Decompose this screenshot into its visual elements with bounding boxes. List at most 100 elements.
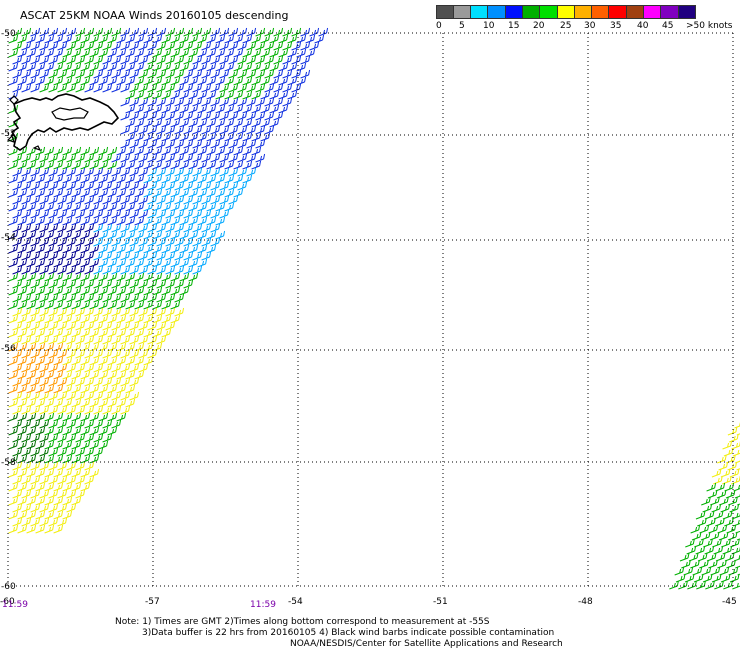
wind-barb	[161, 202, 172, 212]
wind-barb	[201, 97, 212, 107]
wind-barb	[53, 286, 64, 296]
wind-barb	[80, 188, 91, 198]
wind-barb	[102, 27, 113, 37]
wind-barb	[98, 188, 109, 198]
wind-barb	[120, 265, 131, 275]
wind-barb	[66, 209, 77, 219]
wind-barb	[62, 510, 73, 520]
wind-barb	[233, 174, 244, 184]
wind-barb	[84, 405, 95, 415]
wind-barb	[183, 167, 194, 177]
wind-barb	[62, 202, 73, 212]
wind-barb	[35, 48, 46, 58]
wind-barb	[71, 286, 82, 296]
wind-barb	[242, 132, 253, 142]
wind-barb	[35, 468, 46, 478]
wind-barb	[44, 272, 55, 282]
wind-barb	[89, 314, 100, 324]
wind-barb	[66, 391, 77, 401]
wind-barb	[53, 258, 64, 268]
wind-barb	[125, 34, 136, 44]
wind-barb	[102, 69, 113, 79]
legend-swatch	[522, 5, 541, 19]
wind-barb	[89, 286, 100, 296]
wind-barb	[183, 69, 194, 79]
wind-barb	[228, 83, 239, 93]
wind-barb	[75, 335, 86, 345]
wind-barb	[179, 160, 190, 170]
wind-barb	[138, 307, 149, 317]
wind-barb	[21, 405, 32, 415]
wind-barb	[111, 377, 122, 387]
wind-barb	[84, 237, 95, 247]
lon-label: -54	[288, 597, 303, 607]
wind-barb	[138, 181, 149, 191]
wind-barb	[695, 510, 706, 520]
wind-barb	[165, 237, 176, 247]
wind-barb	[165, 125, 176, 135]
wind-barb	[107, 62, 118, 72]
wind-barb	[129, 237, 140, 247]
wind-barb	[188, 258, 199, 268]
wind-barb	[111, 335, 122, 345]
wind-barb	[102, 41, 113, 51]
wind-barb	[129, 195, 140, 205]
wind-barb	[152, 230, 163, 240]
wind-barb	[30, 433, 41, 443]
wind-barb	[30, 475, 41, 485]
wind-barb	[736, 468, 740, 471]
wind-barb	[697, 517, 707, 527]
wind-barb	[30, 405, 41, 415]
wind-barb	[8, 244, 19, 254]
wind-barb	[134, 286, 145, 296]
wind-barb	[89, 468, 100, 478]
wind-barb	[700, 531, 711, 541]
wind-barb	[26, 370, 37, 380]
wind-barb	[237, 83, 248, 93]
wind-barb	[30, 279, 41, 289]
wind-barb	[129, 251, 140, 261]
wind-barb	[48, 153, 59, 163]
wind-barb	[80, 412, 91, 422]
wind-barb	[93, 349, 104, 359]
lat-label: -52	[1, 129, 16, 139]
wind-barb	[75, 237, 86, 247]
wind-barb	[686, 545, 697, 555]
wind-barb	[237, 125, 248, 135]
wind-barb	[120, 181, 131, 191]
wind-barb	[107, 412, 118, 422]
wind-barb	[44, 76, 55, 86]
wind-barb	[30, 265, 41, 275]
wind-barb	[12, 55, 23, 65]
wind-barb	[138, 195, 149, 205]
wind-barb	[39, 237, 50, 247]
wind-barb	[125, 104, 136, 114]
wind-barb	[57, 41, 68, 51]
wind-barb	[17, 384, 28, 394]
wind-barb	[8, 468, 19, 478]
wind-barb	[39, 265, 50, 275]
wind-barb	[278, 62, 289, 72]
wind-barb	[62, 188, 73, 198]
wind-barb	[26, 314, 37, 324]
wind-barb	[35, 174, 46, 184]
wind-barb	[147, 139, 158, 149]
wind-barb	[129, 55, 140, 65]
wind-barb	[66, 265, 77, 275]
wind-barb	[21, 475, 32, 485]
wind-barb	[201, 181, 212, 191]
wind-barb	[66, 69, 77, 79]
wind-barb	[71, 202, 82, 212]
wind-barb	[255, 41, 266, 51]
wind-barb	[156, 55, 167, 65]
wind-barb	[143, 104, 154, 114]
wind-barb	[35, 62, 46, 72]
wind-barb	[170, 118, 181, 128]
wind-barb	[722, 545, 733, 555]
wind-barb	[147, 83, 158, 93]
wind-barb	[80, 440, 91, 450]
wind-barb	[242, 62, 253, 72]
wind-barb	[93, 223, 104, 233]
wind-barb	[62, 370, 73, 380]
wind-barb	[134, 90, 145, 100]
